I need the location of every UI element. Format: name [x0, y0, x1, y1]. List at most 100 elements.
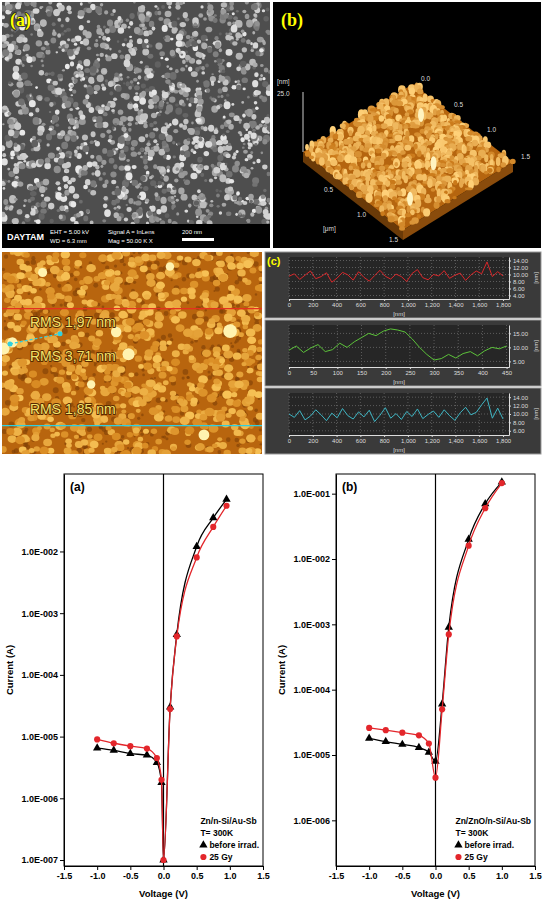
- grain: [11, 157, 14, 160]
- info-text: DAYTAM: [7, 232, 44, 242]
- grain: [43, 179, 50, 186]
- grain: [101, 160, 106, 165]
- grain: [23, 44, 30, 51]
- grain: [109, 48, 112, 51]
- grain: [89, 107, 95, 113]
- grain: [155, 185, 158, 188]
- grain: [191, 122, 194, 125]
- grain: [183, 179, 186, 182]
- grain: [139, 97, 146, 104]
- grain: [67, 114, 69, 116]
- grain: [171, 27, 177, 34]
- grain: [194, 31, 198, 35]
- grain: [70, 217, 75, 222]
- grain: [96, 155, 102, 160]
- grain: [201, 71, 205, 74]
- grain: [173, 156, 176, 159]
- bump: [305, 144, 309, 150]
- grain: [149, 206, 152, 210]
- bump: [354, 151, 361, 157]
- grain: [56, 51, 59, 53]
- grain: [266, 8, 270, 12]
- grain: [191, 41, 197, 47]
- grain: [41, 47, 46, 51]
- grain: [42, 123, 46, 126]
- grain: [162, 25, 168, 32]
- grain: [105, 44, 109, 47]
- grain: [262, 139, 267, 144]
- grain: [35, 202, 40, 207]
- grain: [241, 101, 244, 104]
- grain: [153, 139, 157, 143]
- grain: [69, 201, 76, 207]
- grain: [95, 6, 102, 14]
- grain: [176, 34, 183, 41]
- grain: [133, 2, 135, 3]
- grain: [211, 164, 215, 168]
- grain: [112, 126, 115, 129]
- grain: [146, 11, 150, 15]
- grain: [134, 66, 136, 68]
- grain: [155, 217, 160, 222]
- grain: [176, 212, 179, 215]
- grain: [189, 97, 194, 103]
- grain: [82, 165, 87, 171]
- grain: [129, 21, 133, 26]
- grain: [197, 164, 203, 171]
- grain: [160, 197, 166, 204]
- grain: [49, 219, 53, 223]
- grain: [133, 96, 139, 102]
- grain: [178, 188, 184, 195]
- grain: [250, 121, 257, 128]
- grain: [211, 81, 214, 84]
- grain: [36, 95, 42, 100]
- grain: [225, 35, 230, 41]
- grain: [22, 56, 27, 62]
- grain: [189, 220, 194, 224]
- grain: [205, 27, 212, 33]
- grain: [87, 20, 91, 23]
- grain: [234, 161, 239, 167]
- grain: [104, 209, 111, 217]
- grain: [238, 131, 242, 134]
- grain: [191, 149, 194, 153]
- grain: [7, 168, 10, 171]
- grain: [73, 102, 78, 108]
- grain: [140, 186, 143, 188]
- grain: [2, 15, 5, 19]
- grain: [14, 163, 18, 167]
- grain: [113, 164, 118, 169]
- grain: [48, 2, 52, 4]
- grain: [63, 176, 69, 182]
- grain: [14, 30, 17, 33]
- grain: [194, 200, 199, 205]
- grain: [33, 117, 40, 125]
- grain: [229, 112, 235, 117]
- grain: [253, 199, 259, 205]
- grain: [117, 216, 122, 221]
- grain: [40, 209, 46, 214]
- grain: [165, 213, 170, 218]
- grain: [42, 64, 45, 67]
- grain: [141, 83, 146, 88]
- grain: [113, 118, 120, 125]
- grain: [48, 84, 55, 90]
- grain: [8, 129, 14, 136]
- grain: [184, 209, 188, 212]
- grain: [2, 181, 5, 185]
- grain: [195, 208, 202, 216]
- grain: [107, 20, 113, 27]
- grain: [157, 7, 160, 10]
- grain: [37, 130, 43, 136]
- grain: [2, 123, 4, 125]
- grain: [186, 98, 188, 101]
- grain: [140, 109, 143, 112]
- grain: [217, 140, 223, 145]
- grain: [256, 206, 263, 213]
- grain: [197, 95, 202, 99]
- grain: [103, 196, 108, 200]
- grain: [169, 96, 175, 102]
- grain: [267, 198, 270, 203]
- grain: [97, 122, 104, 128]
- grain: [188, 128, 195, 135]
